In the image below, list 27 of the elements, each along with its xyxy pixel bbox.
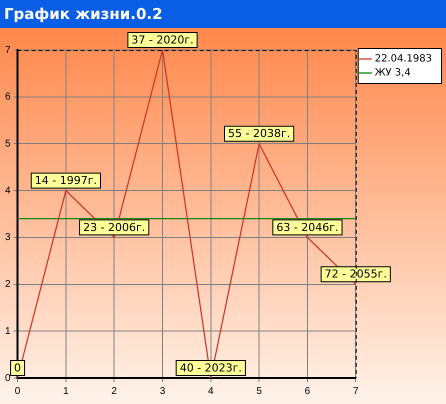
y-tick-label: 2 [5,279,11,290]
x-tick-label: 7 [352,386,359,397]
x-tick-label: 4 [208,386,214,397]
x-tick-label: 6 [304,386,311,397]
x-tick-label: 1 [63,386,70,397]
x-tick-label: 0 [14,386,21,397]
annotation: 14 - 1997г. [34,174,97,187]
annotation: 0 [14,361,22,374]
y-tick-label: 3 [5,232,11,244]
legend-label: 22.04.1983 [374,54,432,65]
x-tick-label: 5 [256,386,262,397]
y-tick-label: 7 [5,44,11,56]
x-tick-label: 3 [160,386,166,397]
y-tick-label: 4 [5,185,11,196]
y-tick-label: 6 [5,92,11,103]
chart-title: График жизни.0.2 [0,0,446,28]
y-tick-label: 5 [5,138,11,150]
annotation: 55 - 2038г. [228,127,290,140]
annotation: 37 - 2020г. [131,33,194,46]
annotation: 72 - 2055г. [324,268,387,281]
x-tick-label: 2 [111,386,118,397]
annotation: 40 - 2023г. [180,361,242,374]
legend-label: ЖУ 3,4 [374,68,411,79]
y-tick-label: 1 [5,326,11,337]
annotation: 63 - 2046г. [276,220,339,234]
annotation: 23 - 2006г. [83,220,146,234]
y-tick-label: 0 [5,372,11,384]
